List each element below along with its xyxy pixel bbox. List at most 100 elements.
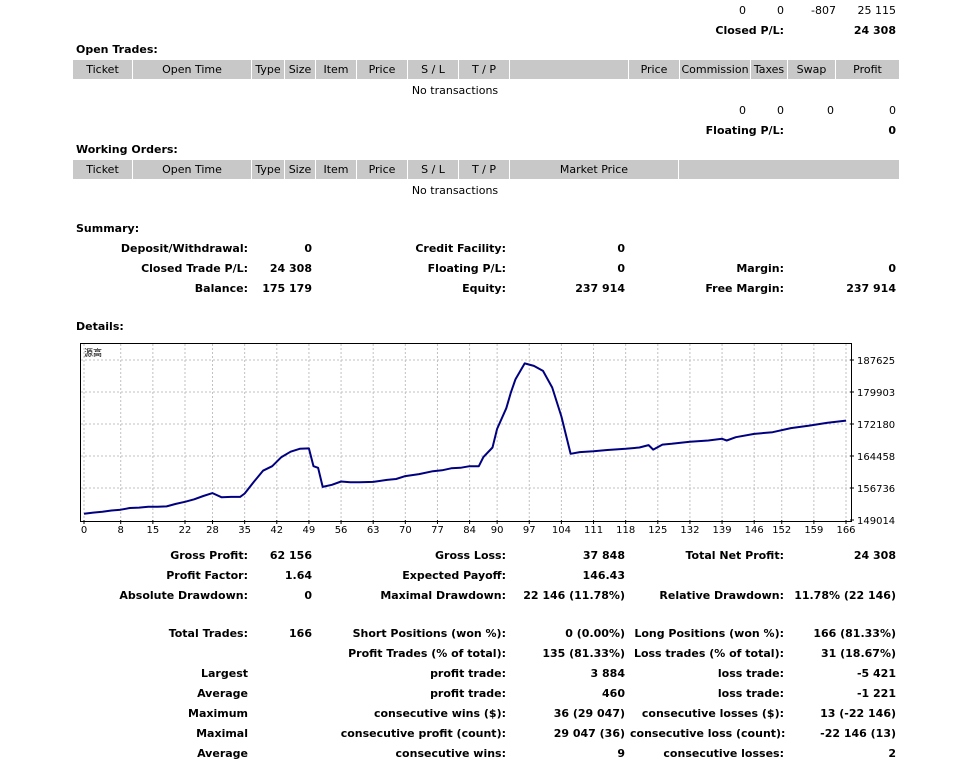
- col-size[interactable]: Size: [288, 63, 312, 76]
- average-loss-label: loss trade:: [717, 687, 784, 700]
- long-positions-value: 166 (81.33%): [813, 627, 896, 640]
- top-total-1: 0: [739, 4, 746, 17]
- summary-floating-value: 0: [617, 262, 625, 275]
- col-ticket[interactable]: Ticket: [86, 63, 119, 76]
- col-tp[interactable]: T / P: [471, 163, 497, 176]
- x-tick-label: 22: [179, 525, 192, 536]
- open-trades-header: Ticket Open Time Type Size Item Price S …: [73, 60, 899, 79]
- closed-trade-label: Closed Trade P/L:: [141, 262, 248, 275]
- profit-factor-value: 1.64: [284, 569, 312, 582]
- open-trades-empty: No transactions: [411, 84, 499, 97]
- col-profit[interactable]: Profit: [853, 63, 882, 76]
- col-commission[interactable]: Commission: [681, 63, 749, 76]
- col-price[interactable]: Price: [368, 163, 396, 176]
- total-trades-label: Total Trades:: [168, 627, 248, 640]
- long-positions-label: Long Positions (won %):: [634, 627, 784, 640]
- equity-label: Equity:: [462, 282, 506, 295]
- col-size[interactable]: Size: [288, 163, 312, 176]
- x-tick-label: 139: [713, 525, 732, 536]
- col-tp[interactable]: T / P: [471, 63, 497, 76]
- credit-value: 0: [617, 242, 625, 255]
- balance-label: Balance:: [194, 282, 248, 295]
- average2-label: Average: [197, 747, 248, 760]
- total-net-value: 24 308: [853, 549, 896, 562]
- rel-drawdown-label: Relative Drawdown:: [659, 589, 784, 602]
- x-tick-label: 111: [584, 525, 603, 536]
- x-tick-label: 125: [648, 525, 667, 536]
- average-loss-value: -1 221: [856, 687, 896, 700]
- summary-floating-label: Floating P/L:: [427, 262, 506, 275]
- margin-label: Margin:: [736, 262, 784, 275]
- largest-profit-label: profit trade:: [430, 667, 506, 680]
- working-orders-header: Ticket Open Time Type Size Item Price S …: [73, 160, 899, 179]
- x-tick-label: 159: [804, 525, 823, 536]
- avg-cons-losses-label: consecutive losses:: [663, 747, 784, 760]
- average-profit-value: 460: [602, 687, 625, 700]
- col-market-price[interactable]: Market Price: [559, 163, 629, 176]
- floating-pl-value: 0: [888, 124, 896, 137]
- gross-profit-label: Gross Profit:: [170, 549, 248, 562]
- max-drawdown-value: 22 146 (11.78%): [523, 589, 625, 602]
- col-price[interactable]: Price: [368, 63, 396, 76]
- working-orders-empty: No transactions: [411, 184, 499, 197]
- loss-trades-value: 31 (18.67%): [820, 647, 896, 660]
- maximal-profit-value: 29 047 (36): [553, 727, 625, 740]
- col-ticket[interactable]: Ticket: [86, 163, 119, 176]
- y-tick-label: 172180: [857, 420, 895, 431]
- short-positions-value: 0 (0.00%): [565, 627, 625, 640]
- col-item[interactable]: Item: [323, 163, 349, 176]
- free-margin-value: 237 914: [846, 282, 896, 295]
- col-type[interactable]: Type: [255, 163, 281, 176]
- open-total-commission: 0: [739, 104, 746, 117]
- working-orders-title: Working Orders:: [76, 143, 178, 156]
- largest-label: Largest: [201, 667, 248, 680]
- profit-trades-value: 135 (81.33%): [542, 647, 625, 660]
- free-margin-label: Free Margin:: [705, 282, 784, 295]
- deposit-value: 0: [304, 242, 312, 255]
- details-title: Details:: [76, 320, 124, 333]
- top-total-2: 0: [777, 4, 784, 17]
- maximal-label: Maximal: [196, 727, 248, 740]
- x-tick-label: 97: [523, 525, 536, 536]
- col-close-price[interactable]: Price: [640, 63, 668, 76]
- expected-payoff-label: Expected Payoff:: [402, 569, 506, 582]
- balance-value: 175 179: [262, 282, 312, 295]
- col-sl[interactable]: S / L: [421, 163, 445, 176]
- col-swap[interactable]: Swap: [796, 63, 827, 76]
- maximal-loss-label: consecutive loss (count):: [630, 727, 786, 740]
- col-sl[interactable]: S / L: [421, 63, 445, 76]
- avg-cons-wins-value: 9: [617, 747, 625, 760]
- col-blank: [510, 60, 628, 79]
- top-total-3: -807: [811, 4, 836, 17]
- x-tick-label: 70: [399, 525, 412, 536]
- x-tick-label: 90: [491, 525, 504, 536]
- x-tick-label: 63: [367, 525, 380, 536]
- col-open-time[interactable]: Open Time: [162, 63, 222, 76]
- col-type[interactable]: Type: [255, 63, 281, 76]
- x-tick-label: 104: [552, 525, 571, 536]
- x-tick-label: 28: [206, 525, 219, 536]
- x-tick-label: 49: [303, 525, 316, 536]
- y-tick-label: 149014: [857, 516, 895, 527]
- deposit-label: Deposit/Withdrawal:: [120, 242, 248, 255]
- closed-pl-value: 24 308: [853, 24, 896, 37]
- col-item[interactable]: Item: [323, 63, 349, 76]
- chart-corner-label: 源高: [84, 349, 103, 359]
- y-tick-label: 156736: [857, 484, 895, 495]
- total-trades-value: 166: [289, 627, 312, 640]
- max-cons-losses-value: 13 (-22 146): [820, 707, 896, 720]
- margin-value: 0: [888, 262, 896, 275]
- floating-pl-label: Floating P/L:: [705, 124, 784, 137]
- expected-payoff-value: 146.43: [582, 569, 625, 582]
- equity-value: 237 914: [575, 282, 625, 295]
- max-cons-wins-value: 36 (29 047): [553, 707, 625, 720]
- avg-cons-wins-label: consecutive wins:: [395, 747, 506, 760]
- abs-drawdown-value: 0: [304, 589, 312, 602]
- largest-loss-value: -5 421: [856, 667, 896, 680]
- abs-drawdown-label: Absolute Drawdown:: [119, 589, 248, 602]
- x-tick-label: 77: [431, 525, 444, 536]
- max-cons-losses-label: consecutive losses ($):: [641, 707, 784, 720]
- col-open-time[interactable]: Open Time: [162, 163, 222, 176]
- balance-chart: 源高: [80, 343, 852, 522]
- col-taxes[interactable]: Taxes: [753, 63, 785, 76]
